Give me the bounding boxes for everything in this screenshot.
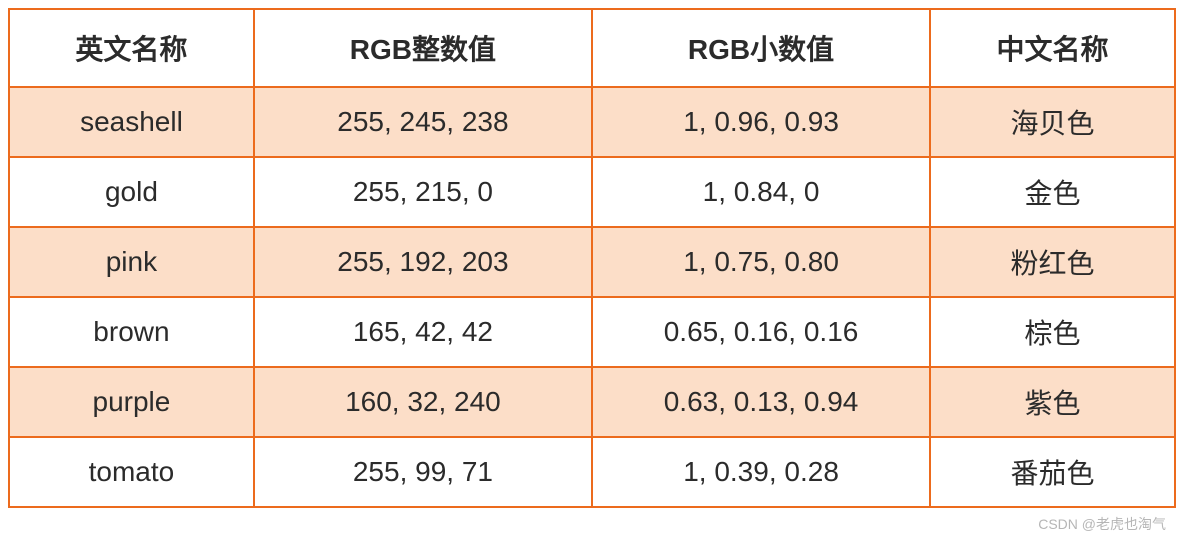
cell-rgb-i: 255, 99, 71 [254, 437, 592, 507]
col-header-zh: 中文名称 [930, 9, 1175, 87]
cell-en: brown [9, 297, 254, 367]
cell-rgb-f: 1, 0.96, 0.93 [592, 87, 930, 157]
cell-rgb-f: 0.65, 0.16, 0.16 [592, 297, 930, 367]
table-row: purple 160, 32, 240 0.63, 0.13, 0.94 紫色 [9, 367, 1175, 437]
cell-rgb-f: 0.63, 0.13, 0.94 [592, 367, 930, 437]
cell-rgb-i: 255, 245, 238 [254, 87, 592, 157]
table-row: seashell 255, 245, 238 1, 0.96, 0.93 海贝色 [9, 87, 1175, 157]
cell-en: tomato [9, 437, 254, 507]
cell-zh: 番茄色 [930, 437, 1175, 507]
cell-rgb-f: 1, 0.39, 0.28 [592, 437, 930, 507]
cell-en: gold [9, 157, 254, 227]
table-row: brown 165, 42, 42 0.65, 0.16, 0.16 棕色 [9, 297, 1175, 367]
cell-en: pink [9, 227, 254, 297]
cell-rgb-f: 1, 0.84, 0 [592, 157, 930, 227]
color-table-container: 英文名称 RGB整数值 RGB小数值 中文名称 seashell 255, 24… [8, 8, 1176, 534]
cell-rgb-f: 1, 0.75, 0.80 [592, 227, 930, 297]
cell-zh: 紫色 [930, 367, 1175, 437]
col-header-rgb-f: RGB小数值 [592, 9, 930, 87]
table-row: pink 255, 192, 203 1, 0.75, 0.80 粉红色 [9, 227, 1175, 297]
cell-rgb-i: 255, 192, 203 [254, 227, 592, 297]
cell-rgb-i: 160, 32, 240 [254, 367, 592, 437]
cell-rgb-i: 165, 42, 42 [254, 297, 592, 367]
col-header-rgb-i: RGB整数值 [254, 9, 592, 87]
cell-zh: 金色 [930, 157, 1175, 227]
table-header-row: 英文名称 RGB整数值 RGB小数值 中文名称 [9, 9, 1175, 87]
cell-zh: 海贝色 [930, 87, 1175, 157]
credit-watermark: CSDN @老虎也淘气 [8, 508, 1176, 534]
color-table: 英文名称 RGB整数值 RGB小数值 中文名称 seashell 255, 24… [8, 8, 1176, 508]
cell-zh: 粉红色 [930, 227, 1175, 297]
cell-rgb-i: 255, 215, 0 [254, 157, 592, 227]
col-header-en: 英文名称 [9, 9, 254, 87]
cell-en: purple [9, 367, 254, 437]
table-row: tomato 255, 99, 71 1, 0.39, 0.28 番茄色 [9, 437, 1175, 507]
table-row: gold 255, 215, 0 1, 0.84, 0 金色 [9, 157, 1175, 227]
cell-en: seashell [9, 87, 254, 157]
cell-zh: 棕色 [930, 297, 1175, 367]
